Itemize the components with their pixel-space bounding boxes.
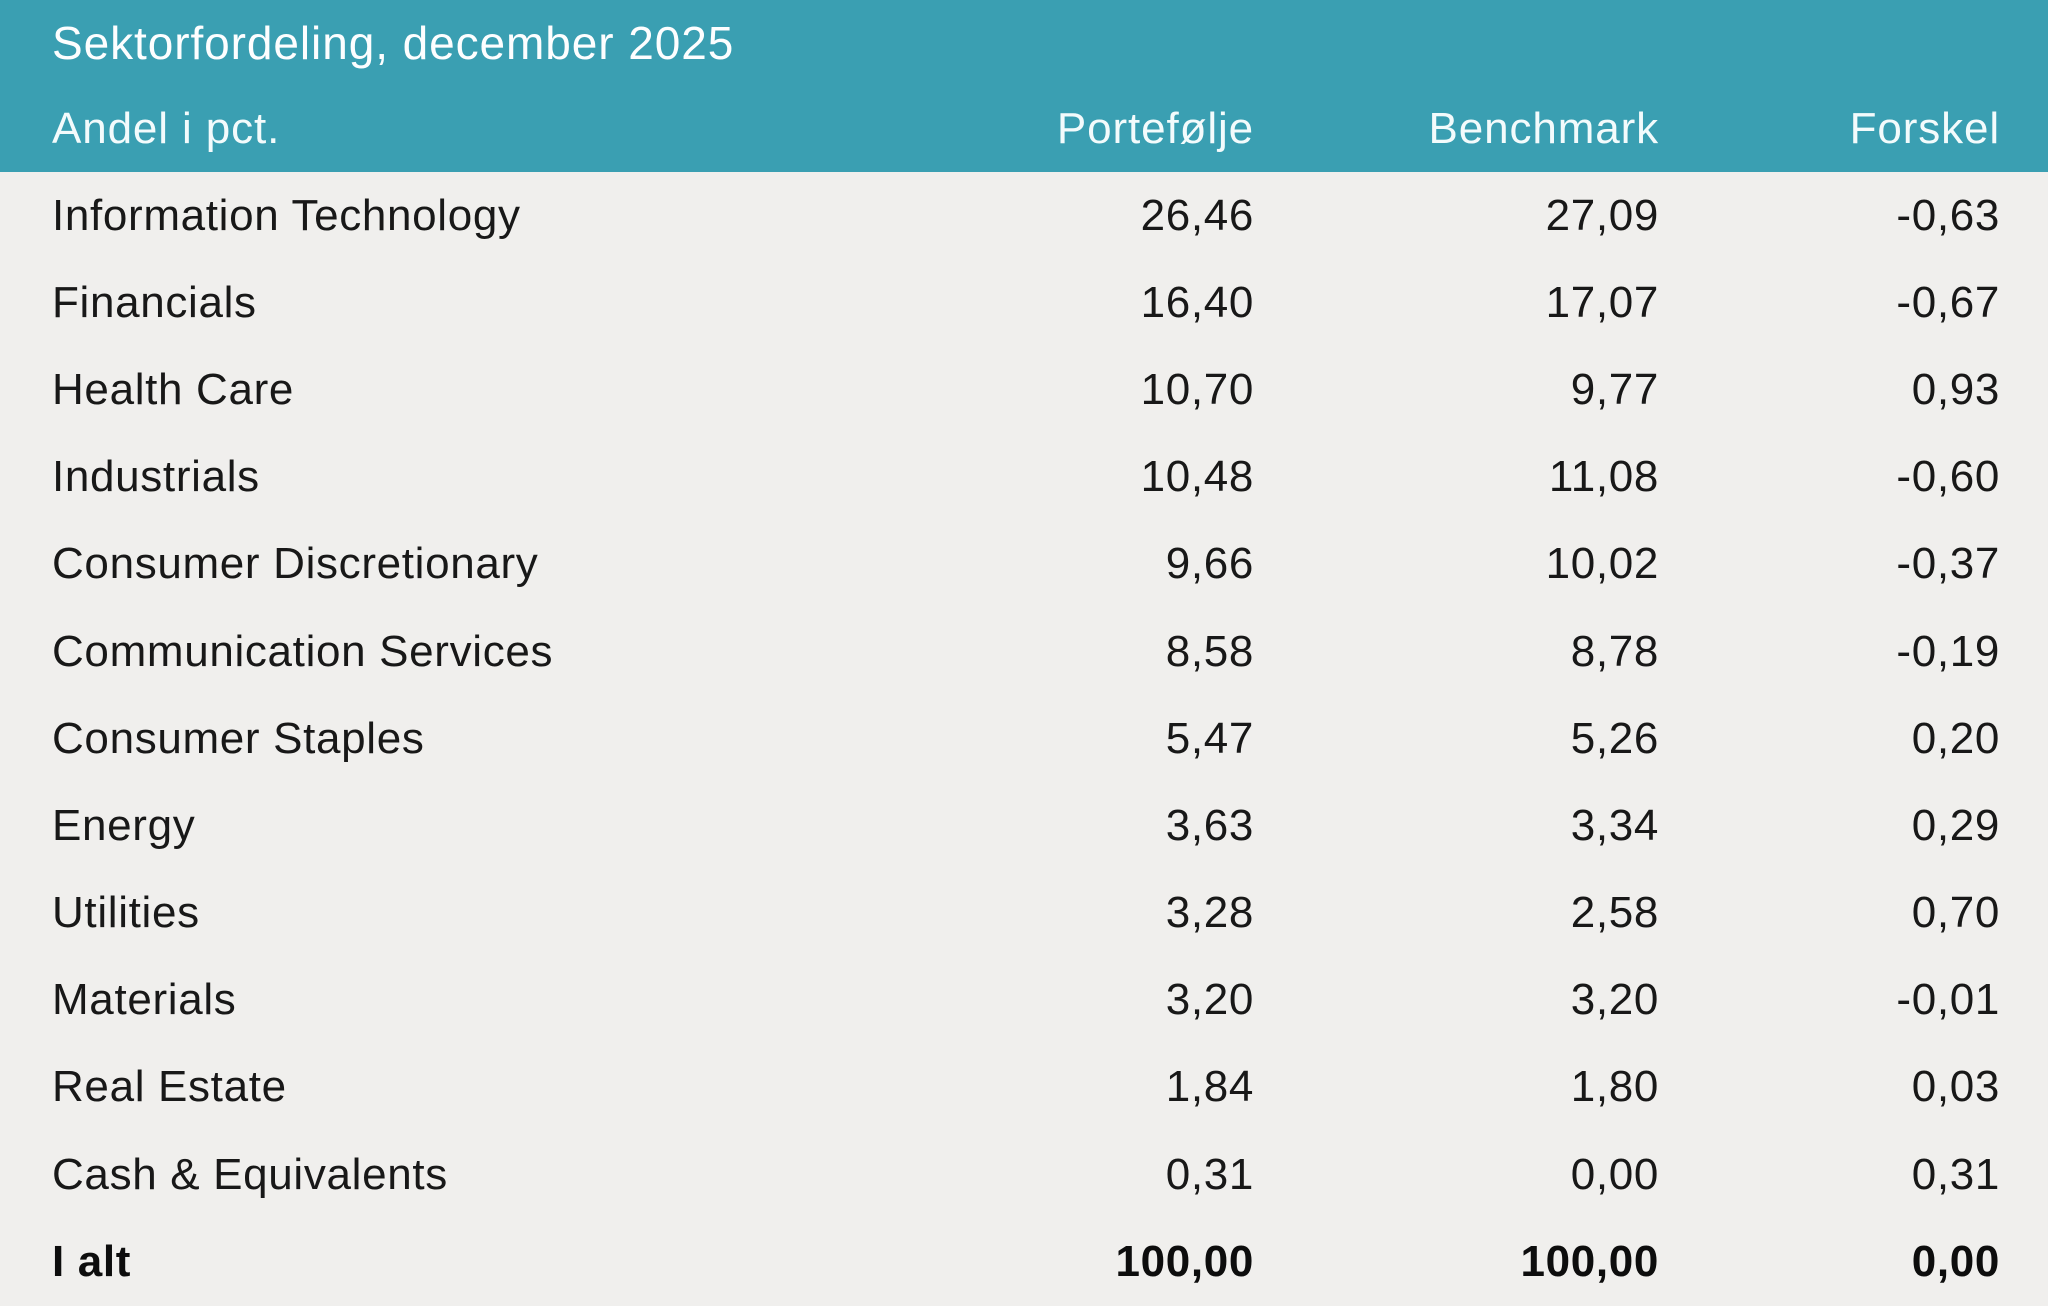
portfolio-value: 3,20	[1165, 975, 1254, 1025]
sector-name: Financials	[52, 277, 257, 327]
benchmark-value: 100,00	[1520, 1236, 1659, 1286]
column-header-difference: Forskel	[1849, 104, 2000, 153]
difference-value: -0,67	[1896, 277, 2000, 327]
difference-value: 0,03	[1911, 1062, 2000, 1112]
table-row: Communication Services 8,58 8,78 -0,19	[0, 608, 2048, 695]
difference-value: -0,60	[1896, 452, 2000, 502]
sector-name: Information Technology	[52, 190, 521, 240]
difference-value: 0,29	[1911, 800, 2000, 850]
sector-name: I alt	[52, 1236, 132, 1286]
benchmark-value: 17,07	[1545, 277, 1659, 327]
portfolio-value: 26,46	[1140, 190, 1254, 240]
table-header: Sektorfordeling, december 2025 Andel i p…	[0, 0, 2048, 172]
sector-name: Health Care	[52, 364, 295, 414]
table-row: Cash & Equivalents 0,31 0,00 0,31	[0, 1131, 2048, 1218]
difference-value: 0,31	[1911, 1149, 2000, 1199]
column-header-portfolio: Portefølje	[1056, 104, 1254, 153]
portfolio-value: 10,48	[1140, 452, 1254, 502]
table-row: Materials 3,20 3,20 -0,01	[0, 957, 2048, 1044]
benchmark-value: 0,00	[1570, 1149, 1659, 1199]
benchmark-value: 5,26	[1570, 713, 1659, 763]
portfolio-value: 1,84	[1165, 1062, 1254, 1112]
benchmark-value: 2,58	[1570, 888, 1659, 938]
portfolio-value: 100,00	[1115, 1236, 1254, 1286]
benchmark-value: 3,20	[1570, 975, 1659, 1025]
table-row: Utilities 3,28 2,58 0,70	[0, 870, 2048, 957]
portfolio-value: 10,70	[1140, 364, 1254, 414]
table-row: Health Care 10,70 9,77 0,93	[0, 346, 2048, 433]
table-row: Real Estate 1,84 1,80 0,03	[0, 1044, 2048, 1131]
portfolio-value: 3,28	[1165, 888, 1254, 938]
sector-name: Utilities	[52, 888, 200, 938]
portfolio-value: 0,31	[1165, 1149, 1254, 1199]
benchmark-value: 11,08	[1548, 452, 1659, 502]
sector-name: Industrials	[52, 452, 260, 502]
difference-value: 0,70	[1911, 888, 2000, 938]
table-row: Financials 16,40 17,07 -0,67	[0, 259, 2048, 346]
benchmark-value: 3,34	[1570, 800, 1659, 850]
column-headers: Andel i pct. Portefølje Benchmark Forske…	[0, 86, 2048, 172]
sector-name: Energy	[52, 800, 196, 850]
difference-value: 0,00	[1911, 1236, 2000, 1286]
column-header-share-pct: Andel i pct.	[52, 104, 281, 153]
sector-name: Real Estate	[52, 1062, 287, 1112]
benchmark-value: 8,78	[1570, 626, 1659, 676]
table-row: Industrials 10,48 11,08 -0,60	[0, 434, 2048, 521]
benchmark-value: 9,77	[1570, 364, 1659, 414]
title-row: Sektorfordeling, december 2025	[0, 0, 2048, 86]
difference-value: -0,19	[1896, 626, 2000, 676]
benchmark-value: 1,80	[1570, 1062, 1659, 1112]
portfolio-value: 3,63	[1165, 800, 1254, 850]
benchmark-value: 10,02	[1545, 539, 1659, 589]
sector-name: Materials	[52, 975, 237, 1025]
table-row: Consumer Discretionary 9,66 10,02 -0,37	[0, 521, 2048, 608]
difference-value: 0,93	[1911, 364, 2000, 414]
table-row-total: I alt 100,00 100,00 0,00	[0, 1218, 2048, 1305]
portfolio-value: 9,66	[1165, 539, 1254, 589]
column-header-benchmark: Benchmark	[1428, 104, 1659, 153]
sector-name: Consumer Staples	[52, 713, 425, 763]
sector-name: Communication Services	[52, 626, 554, 676]
table-title: Sektorfordeling, december 2025	[52, 17, 735, 69]
sector-name: Cash & Equivalents	[52, 1149, 448, 1199]
table-row: Energy 3,63 3,34 0,29	[0, 782, 2048, 869]
portfolio-value: 16,40	[1140, 277, 1254, 327]
table-row: Information Technology 26,46 27,09 -0,63	[0, 172, 2048, 259]
table-body: Information Technology 26,46 27,09 -0,63…	[0, 172, 2048, 1306]
benchmark-value: 27,09	[1545, 190, 1659, 240]
table-row: Consumer Staples 5,47 5,26 0,20	[0, 695, 2048, 782]
difference-value: 0,20	[1911, 713, 2000, 763]
sector-name: Consumer Discretionary	[52, 539, 539, 589]
portfolio-value: 5,47	[1165, 713, 1254, 763]
difference-value: -0,37	[1896, 539, 2000, 589]
difference-value: -0,01	[1896, 975, 2000, 1025]
difference-value: -0,63	[1896, 190, 2000, 240]
portfolio-value: 8,58	[1165, 626, 1254, 676]
